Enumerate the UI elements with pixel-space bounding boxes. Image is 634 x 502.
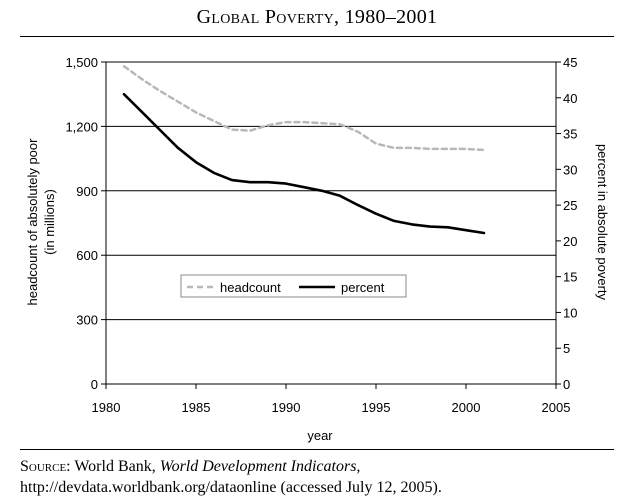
- x-tick-label: 2000: [452, 400, 481, 415]
- left-tick-label: 1,200: [65, 119, 98, 134]
- right-tick-label: 15: [563, 270, 577, 285]
- left-tick-label: 600: [76, 248, 98, 263]
- right-axis-title: percent in absolute poverty: [595, 144, 610, 301]
- legend: headcount percent: [180, 274, 407, 298]
- figure-title: Global Poverty, 1980–2001: [196, 6, 438, 28]
- right-axis-ticks: 0 5 10 15 20 25 30 35 40 45: [556, 55, 577, 392]
- source-publisher: World Bank,: [74, 458, 156, 475]
- right-tick-label: 25: [563, 198, 577, 213]
- legend-label-percent: percent: [341, 280, 385, 295]
- poverty-line-chart: 1980 1985 1990 1995 2000 2005 03006009001,200…: [25, 55, 610, 443]
- top-rule: [20, 36, 614, 37]
- source-publication: World Development Indicators,: [159, 458, 361, 475]
- left-axis-title-line1: headcount of absolutely poor: [25, 138, 40, 306]
- left-tick-label: 1,500: [65, 55, 98, 70]
- legend-label-headcount: headcount: [220, 280, 281, 295]
- x-tick-label: 1985: [182, 400, 211, 415]
- right-tick-label: 5: [563, 341, 570, 356]
- right-tick-label: 40: [563, 91, 577, 106]
- right-tick-label: 30: [563, 162, 577, 177]
- series-line-percent: [122, 92, 486, 235]
- axes: [105, 62, 557, 385]
- left-tick-label: 0: [91, 377, 98, 392]
- left-tick-label: 900: [76, 184, 98, 199]
- x-tick-label: 1980: [92, 400, 121, 415]
- series-lines: [122, 65, 486, 235]
- right-tick-label: 20: [563, 234, 577, 249]
- source-label: Source:: [20, 458, 71, 475]
- right-tick-label: 10: [563, 305, 577, 320]
- series-line-headcount: [122, 65, 486, 152]
- left-axis-title-line2: (in millions): [42, 189, 57, 255]
- x-tick-label: 1990: [272, 400, 301, 415]
- left-tick-label: 300: [76, 313, 98, 328]
- right-tick-label: 45: [563, 55, 577, 70]
- grid-lines: [106, 61, 556, 321]
- legend-box: [180, 274, 407, 298]
- bottom-rule: [20, 449, 614, 450]
- source-url: http://devdata.worldbank.org/dataonline …: [20, 479, 442, 496]
- source-note: Source: World Bank, World Development In…: [20, 456, 620, 498]
- x-axis-ticks: 1980 1985 1990 1995 2000 2005: [92, 384, 571, 415]
- x-axis-title: year: [307, 428, 333, 443]
- x-tick-label: 2005: [542, 400, 571, 415]
- left-axis-ticks: 0 300 600 900 1,200 1,500: [65, 55, 106, 392]
- right-tick-label: 0: [563, 377, 570, 392]
- right-tick-label: 35: [563, 127, 577, 142]
- x-tick-label: 1995: [362, 400, 391, 415]
